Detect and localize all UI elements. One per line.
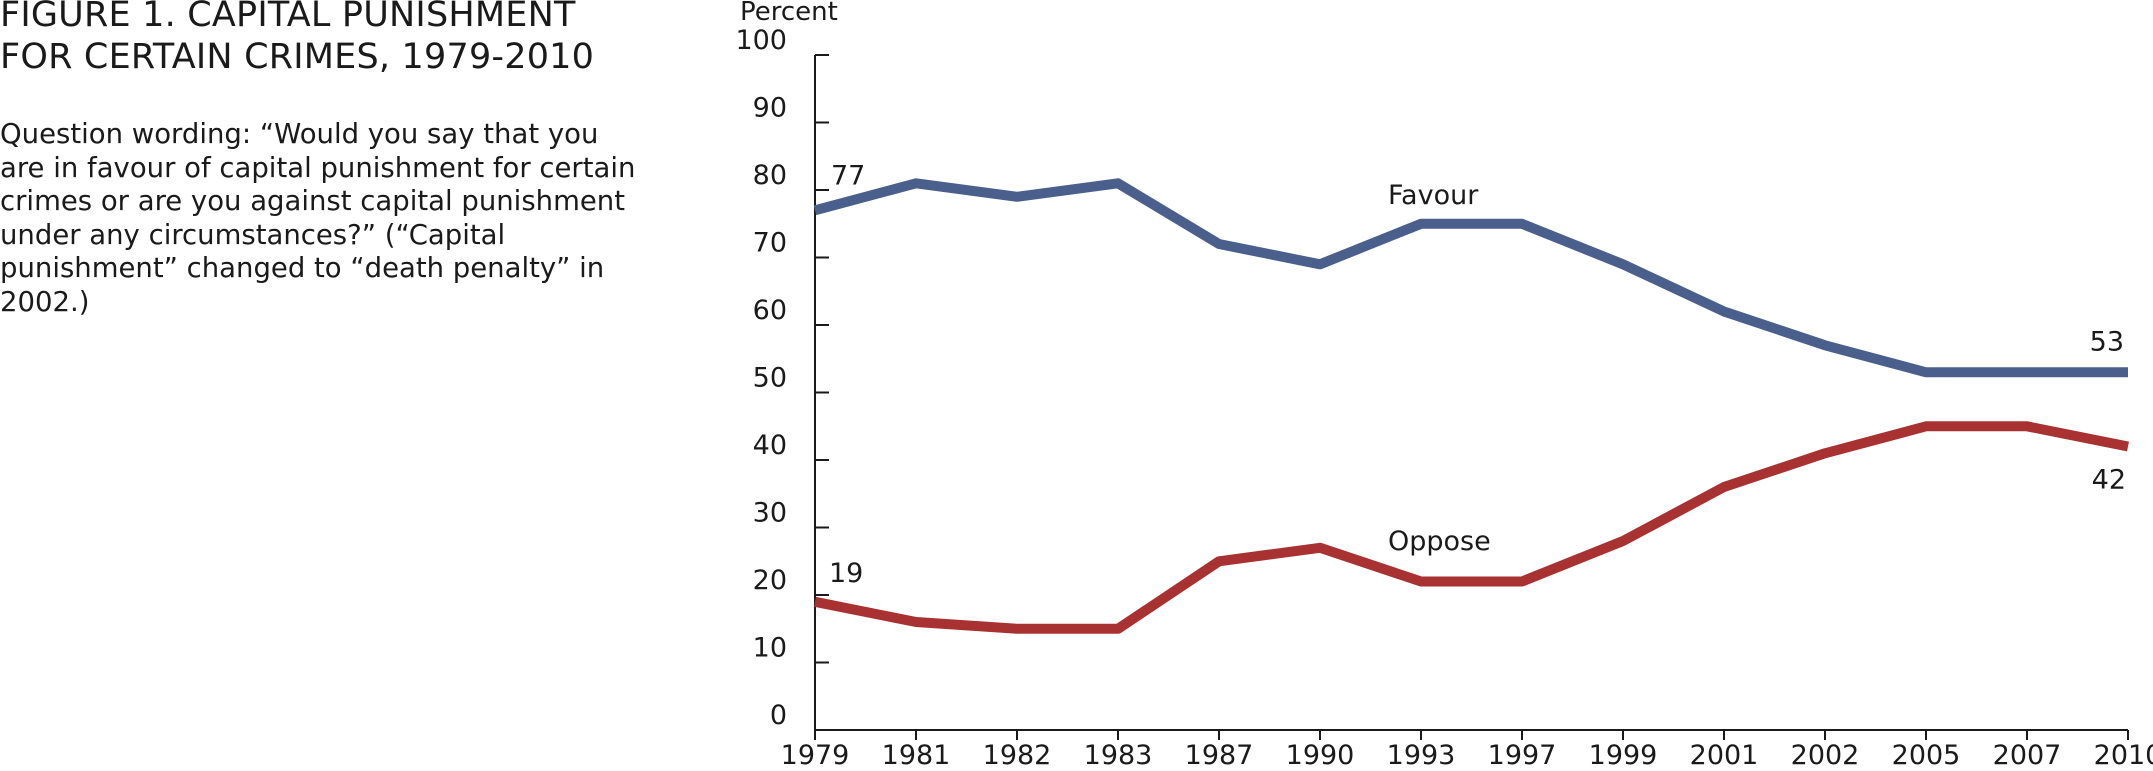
x-tick-label-2005: 2005: [1892, 740, 1961, 771]
x-tick-label-1999: 1999: [1589, 740, 1658, 771]
data-label-oppose-1979: 19: [829, 558, 863, 589]
x-tick-label-2001: 2001: [1690, 740, 1759, 771]
y-tick-label-60: 60: [753, 295, 787, 326]
x-tick-label-2002: 2002: [1791, 740, 1860, 771]
figure-title-line-2: FOR CERTAIN CRIMES, 1979-2010: [0, 37, 595, 77]
figure-title: FIGURE 1. CAPITAL PUNISHMENT FOR CERTAIN…: [0, 0, 720, 78]
y-tick-label-0: 0: [770, 700, 787, 731]
x-tick-label-2007: 2007: [1993, 740, 2062, 771]
x-tick-label-1979: 1979: [781, 740, 850, 771]
data-label-oppose-2010: 42: [2092, 465, 2126, 496]
data-label-favour-2010: 53: [2090, 326, 2124, 357]
series-line-oppose: [814, 421, 2129, 634]
x-tick-label-1997: 1997: [1488, 740, 1557, 771]
x-tick-label-1987: 1987: [1185, 740, 1254, 771]
y-tick-label-100: 100: [735, 25, 787, 56]
series-label-oppose: Oppose: [1388, 526, 1491, 557]
x-tick-label-1981: 1981: [882, 740, 951, 771]
data-label-favour-1979: 77: [831, 160, 865, 191]
y-tick-label-10: 10: [753, 633, 787, 664]
x-tick-label-1993: 1993: [1387, 740, 1456, 771]
y-tick-label-50: 50: [753, 363, 787, 394]
series-line-favour: [813, 178, 2128, 378]
y-tick-label-40: 40: [753, 430, 787, 461]
chart-labels: Favour Oppose 77 53 19 42: [829, 160, 2126, 589]
y-tick-label-90: 90: [753, 93, 787, 124]
x-tick-label-2010: 2010: [2094, 740, 2153, 771]
x-tick-label-1983: 1983: [1084, 740, 1153, 771]
y-tick-label-30: 30: [753, 498, 787, 529]
chart-series-lines: [813, 178, 2129, 634]
figure-title-line-1: FIGURE 1. CAPITAL PUNISHMENT: [0, 0, 576, 35]
y-tick-label-80: 80: [753, 160, 787, 191]
x-tick-label-1990: 1990: [1286, 740, 1355, 771]
x-tick-label-1982: 1982: [983, 740, 1052, 771]
y-axis-title: Percent: [740, 0, 838, 27]
series-label-favour: Favour: [1388, 180, 1479, 211]
y-tick-label-20: 20: [753, 565, 787, 596]
question-wording: Question wording: “Would you say that yo…: [0, 118, 636, 318]
y-tick-label-70: 70: [753, 228, 787, 259]
